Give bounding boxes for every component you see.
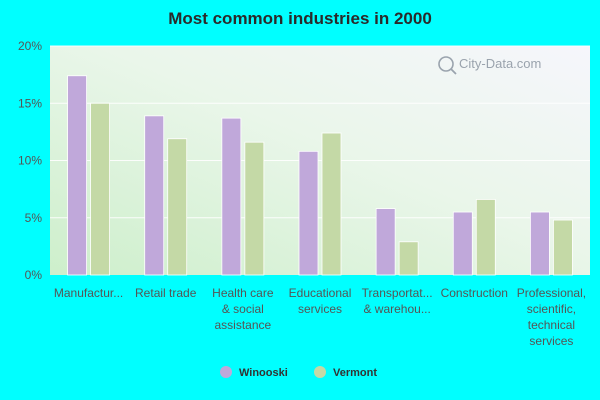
- x-category-label: Transportat...: [362, 286, 433, 300]
- legend-swatch-winooski: [220, 366, 232, 378]
- bar-winooski-3: [298, 150, 319, 276]
- gridlines: [50, 45, 590, 219]
- y-tick-label: 10%: [18, 154, 42, 168]
- y-tick-label: 5%: [25, 211, 43, 225]
- watermark-text: City-Data.com: [459, 56, 541, 71]
- legend-label-vermont: Vermont: [333, 367, 377, 379]
- x-category-label: technical: [528, 318, 575, 332]
- watermark: City-Data.com: [438, 56, 541, 75]
- bars: [67, 75, 573, 276]
- x-category-label: services: [529, 334, 573, 348]
- magnifier-icon: [438, 56, 454, 72]
- x-category-label: Professional,: [517, 286, 586, 300]
- chart-title: Most common industries in 2000: [168, 9, 432, 28]
- bar-winooski-6: [530, 211, 550, 276]
- legend: Winooski Vermont: [220, 366, 377, 379]
- x-category-label: Construction: [441, 286, 508, 300]
- bar-winooski-5: [452, 211, 473, 276]
- y-axis-ticks: 0% 5% 10% 15% 20%: [18, 39, 42, 282]
- bar-vermont-5: [475, 199, 496, 276]
- bar-vermont-0: [90, 102, 110, 276]
- x-category-label: assistance: [215, 318, 272, 332]
- bar-vermont-2: [244, 141, 265, 276]
- magnifier-handle: [450, 68, 457, 75]
- bar-vermont-4: [398, 241, 419, 276]
- bar-vermont-1: [167, 138, 188, 276]
- x-category-label: Educational: [289, 286, 352, 300]
- x-category-label: & warehou...: [363, 302, 430, 316]
- bar-vermont-3: [321, 132, 342, 276]
- legend-label-winooski: Winooski: [239, 367, 288, 379]
- bar-winooski-0: [67, 75, 87, 276]
- y-tick-label: 15%: [18, 96, 42, 110]
- x-category-label: services: [298, 302, 342, 316]
- y-tick-label: 0%: [25, 268, 43, 282]
- bar-winooski-1: [144, 115, 165, 276]
- legend-swatch-vermont: [314, 366, 326, 378]
- bar-vermont-6: [553, 219, 573, 276]
- x-axis-labels: Manufactur... Retail trade Health care & so…: [54, 286, 586, 348]
- x-category-label: Manufactur...: [54, 286, 123, 300]
- y-tick-label: 20%: [18, 39, 42, 53]
- bar-winooski-4: [375, 208, 396, 276]
- x-category-label: & social: [222, 302, 264, 316]
- bar-winooski-2: [221, 117, 242, 276]
- x-category-label: scientific,: [527, 302, 576, 316]
- x-category-label: Retail trade: [135, 286, 197, 300]
- x-category-label: Health care: [212, 286, 274, 300]
